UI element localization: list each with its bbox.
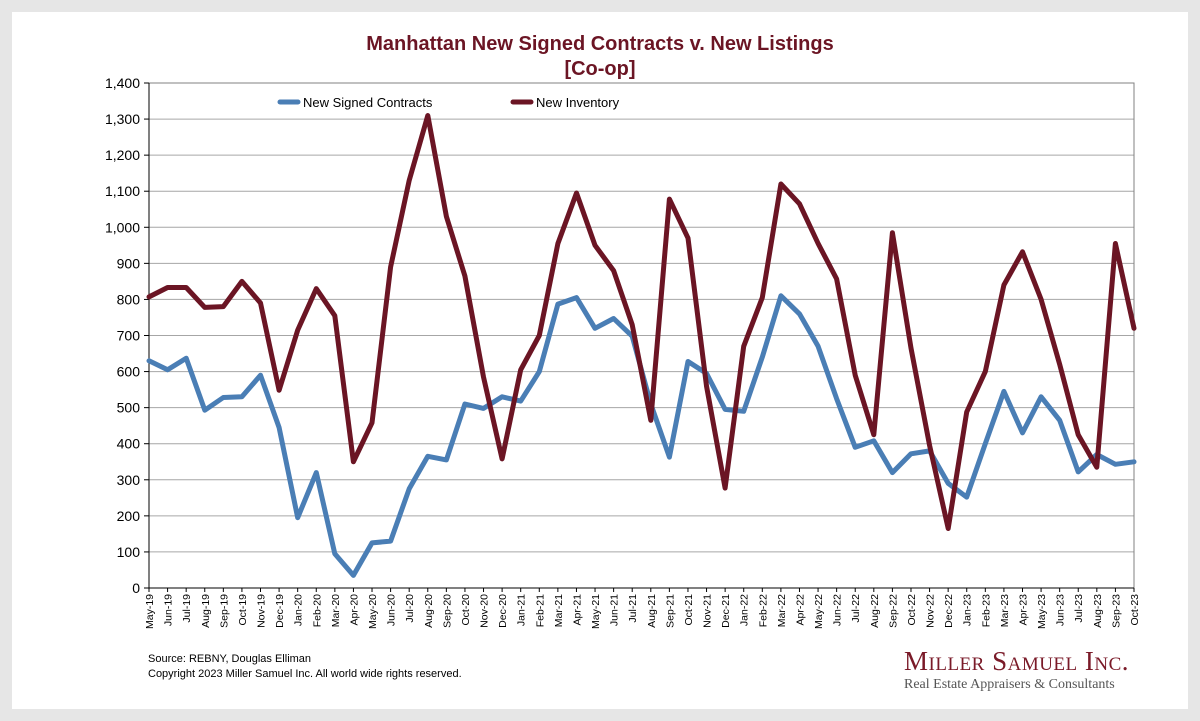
- x-tick-label: Apr-21: [571, 594, 583, 626]
- x-tick-label: Sep-23: [1110, 594, 1122, 628]
- x-tick-label: Mar-20: [330, 594, 342, 627]
- x-tick-label: Aug-21: [646, 594, 658, 628]
- y-tick-label: 600: [117, 364, 141, 380]
- x-tick-label: May-21: [590, 594, 602, 629]
- x-tick-label: Feb-22: [757, 594, 769, 627]
- x-tick-label: Oct-22: [906, 594, 918, 626]
- x-tick-label: Jun-19: [163, 594, 175, 626]
- y-tick-label: 400: [117, 436, 141, 452]
- x-tick-label: Nov-22: [925, 594, 937, 628]
- y-tick-label: 900: [117, 255, 141, 271]
- legend: New Signed Contracts New Inventory: [277, 95, 620, 110]
- y-tick-label: 100: [117, 544, 141, 560]
- x-tick-label: May-22: [813, 594, 825, 629]
- series-line-1: [146, 113, 1137, 531]
- x-tick-label: Apr-20: [348, 594, 360, 626]
- y-tick-label: 1,200: [105, 147, 140, 163]
- x-tick-label: Jan-20: [293, 594, 305, 626]
- copyright-note: Copyright 2023 Miller Samuel Inc. All wo…: [148, 668, 462, 680]
- x-tick-label: Mar-21: [553, 594, 565, 627]
- x-tick-label: Oct-19: [237, 594, 249, 626]
- x-tick-label: Nov-21: [702, 594, 714, 628]
- brand-tagline: Real Estate Appraisers & Consultants: [904, 677, 1115, 692]
- x-tick-label: Nov-20: [479, 594, 491, 628]
- x-tick-label: Jun-22: [832, 594, 844, 626]
- chart-subtitle: [Co-op]: [564, 58, 636, 80]
- x-tick-label: Oct-21: [683, 594, 695, 626]
- legend-label-0: New Signed Contracts: [303, 95, 433, 110]
- x-tick-label: Sep-19: [218, 594, 230, 628]
- legend-label-1: New Inventory: [536, 95, 620, 110]
- x-tick-label: Sep-20: [441, 594, 453, 628]
- x-tick-label: Jul-22: [850, 594, 862, 623]
- x-tick-label: Jan-22: [739, 594, 751, 626]
- x-tick-label: Oct-20: [460, 594, 472, 626]
- x-tick-label: Apr-23: [1017, 594, 1029, 626]
- x-tick-label: May-19: [144, 594, 156, 629]
- x-tick-label: Jan-21: [516, 594, 528, 626]
- x-axis-ticks: May-19 Jun-19 Jul-19 Aug-19 Sep-19 Oct-19 Nov-…: [144, 588, 1141, 629]
- x-tick-label: Jun-20: [386, 594, 398, 626]
- x-tick-label: Jul-21: [627, 594, 639, 623]
- x-tick-label: Jul-23: [1073, 594, 1085, 623]
- y-tick-label: 1,100: [105, 183, 140, 199]
- series-lines: [146, 113, 1137, 578]
- y-tick-label: 500: [117, 400, 141, 416]
- x-tick-label: Aug-19: [200, 594, 212, 628]
- grid-lines: [149, 82, 1134, 553]
- y-tick-label: 1,300: [105, 111, 140, 127]
- x-tick-label: Dec-21: [720, 594, 732, 628]
- x-tick-label: Jun-23: [1055, 594, 1067, 626]
- x-tick-label: Aug-23: [1092, 594, 1104, 628]
- x-tick-label: Oct-23: [1129, 594, 1141, 626]
- x-tick-label: Mar-23: [999, 594, 1011, 627]
- chart-card: [12, 12, 1188, 709]
- x-tick-label: May-20: [367, 594, 379, 629]
- y-tick-label: 200: [117, 508, 141, 524]
- x-tick-label: Feb-23: [980, 594, 992, 627]
- brand-logo-text: Miller Samuel Inc.: [904, 646, 1130, 676]
- x-tick-label: Aug-22: [869, 594, 881, 628]
- source-note: Source: REBNY, Douglas Elliman: [148, 653, 312, 665]
- x-tick-label: Feb-21: [534, 594, 546, 627]
- x-tick-label: Sep-21: [664, 594, 676, 628]
- y-tick-label: 0: [132, 580, 140, 596]
- chart-title: Manhattan New Signed Contracts v. New Li…: [366, 33, 834, 55]
- y-axis-ticks: 0 100 200 300 400 500 600 700 800 900 1,000 1,100 1,…: [105, 75, 149, 596]
- x-tick-label: Mar-22: [776, 594, 788, 627]
- x-tick-label: Sep-22: [887, 594, 899, 628]
- x-tick-label: Dec-22: [943, 594, 955, 628]
- x-tick-label: Jul-19: [181, 594, 193, 623]
- x-tick-label: Jul-20: [404, 594, 416, 623]
- y-tick-label: 1,400: [105, 75, 140, 91]
- x-tick-label: Apr-22: [794, 594, 806, 626]
- y-tick-label: 700: [117, 328, 141, 344]
- y-tick-label: 1,000: [105, 219, 140, 235]
- x-tick-label: Nov-19: [256, 594, 268, 628]
- x-tick-label: May-23: [1036, 594, 1048, 629]
- x-tick-label: Jun-21: [609, 594, 621, 626]
- y-tick-label: 300: [117, 472, 141, 488]
- x-tick-label: Jan-23: [962, 594, 974, 626]
- x-tick-label: Dec-20: [497, 594, 509, 628]
- x-tick-label: Aug-20: [423, 594, 435, 628]
- x-tick-label: Dec-19: [274, 594, 286, 628]
- y-tick-label: 800: [117, 291, 141, 307]
- x-tick-label: Feb-20: [311, 594, 323, 627]
